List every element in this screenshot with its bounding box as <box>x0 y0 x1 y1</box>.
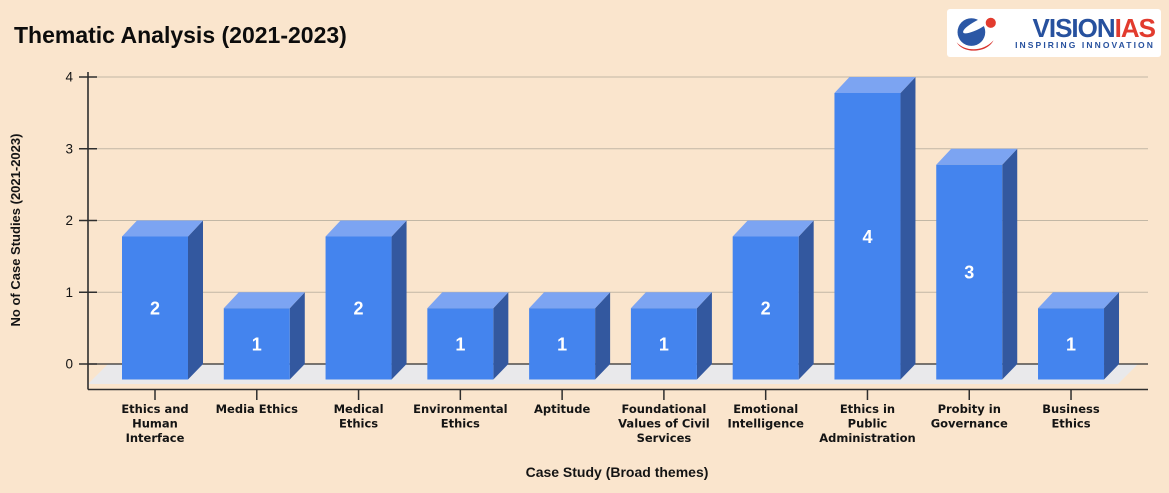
bar-value-label: 1 <box>1066 334 1076 354</box>
bar-value-label: 4 <box>862 227 872 247</box>
y-tick-label: 2 <box>65 213 73 228</box>
bar-group: 1 <box>630 292 712 380</box>
x-axis-title: Case Study (Broad themes) <box>526 464 709 480</box>
bar-side-face <box>188 220 203 380</box>
bar-front-face <box>529 308 596 380</box>
bar-top-face <box>223 292 305 309</box>
x-category-label: Ethics and Human Interface <box>121 402 188 445</box>
y-axis-title: No of Case Studies (2021-2023) <box>8 134 23 327</box>
bar-side-face <box>696 292 712 380</box>
y-tick-label: 4 <box>65 70 73 85</box>
bar-group: 2 <box>325 220 407 380</box>
bar-side-face <box>289 292 305 380</box>
bar-group: 1 <box>529 292 611 380</box>
bar-group: 4 <box>834 77 916 380</box>
bar-side-face <box>493 292 509 380</box>
x-category-label: Medical Ethics <box>334 402 384 431</box>
bar-front-face <box>122 236 188 380</box>
bar-front-face <box>223 308 290 380</box>
bar-top-face <box>122 220 203 237</box>
x-category-label: Ethics in Public Administration <box>819 402 916 445</box>
bar-side-face <box>1002 148 1018 380</box>
bar-front-face <box>1038 308 1105 380</box>
bar-side-face <box>798 220 814 380</box>
x-category-label: Foundational Values of Civil Services <box>618 402 709 445</box>
bar-front-face <box>936 164 1003 380</box>
y-tick-label: 1 <box>65 285 73 300</box>
logo-text-block: VISIONIAS INSPIRING INNOVATION <box>1000 12 1161 51</box>
bar-side-face <box>900 77 916 380</box>
x-category-label: Business Ethics <box>1042 402 1100 431</box>
bar-value-label: 2 <box>150 299 160 319</box>
bar-side-face <box>391 220 407 380</box>
chart-title: Thematic Analysis (2021-2023) <box>14 22 347 48</box>
bar-value-label: 2 <box>354 299 364 319</box>
bar-front-face <box>427 308 494 380</box>
bar-group: 2 <box>122 220 203 380</box>
bar-group: 1 <box>1038 292 1120 380</box>
bar-top-face <box>630 292 712 309</box>
bar-front-face <box>630 308 697 380</box>
x-category-label: Environmental Ethics <box>413 402 507 431</box>
bar-side-face <box>1104 292 1120 380</box>
logo-wordmark: VISIONIAS <box>1032 12 1156 43</box>
logo-brand-secondary: IAS <box>1114 12 1156 43</box>
x-category-label: Emotional Intelligence <box>727 402 804 431</box>
bar-value-label: 1 <box>659 334 669 354</box>
bar-value-label: 1 <box>252 334 262 354</box>
y-tick-label: 0 <box>65 357 73 372</box>
bar-front-face <box>834 93 901 380</box>
bar-value-label: 3 <box>964 263 974 283</box>
bar-group: 3 <box>936 148 1018 380</box>
visionias-logo: VISIONIAS INSPIRING INNOVATION <box>947 9 1161 57</box>
bar-top-face <box>1038 292 1120 309</box>
visionias-logo-icon <box>956 16 996 51</box>
x-category-label: Aptitude <box>534 402 590 416</box>
bar-front-face <box>732 236 799 380</box>
bar-group: 1 <box>427 292 509 380</box>
bar-top-face <box>732 220 814 237</box>
bar-side-face <box>595 292 611 380</box>
bar-top-face <box>325 220 407 237</box>
bar-value-label: 1 <box>455 334 465 354</box>
bar-value-label: 2 <box>761 299 771 319</box>
bar-front-face <box>325 236 392 380</box>
bar-value-label: 1 <box>557 334 567 354</box>
bar-top-face <box>427 292 509 309</box>
x-category-label: Media Ethics <box>216 402 298 416</box>
logo-brand-primary: VISION <box>1032 12 1116 43</box>
bar-group: 1 <box>223 292 305 380</box>
bar-top-face <box>529 292 611 309</box>
bar-top-face <box>834 77 916 93</box>
y-tick-label: 3 <box>65 141 73 156</box>
bar-group: 2 <box>732 220 814 380</box>
logo-tagline: INSPIRING INNOVATION <box>1015 39 1155 50</box>
x-category-label: Probity in Governance <box>931 402 1008 431</box>
bar-top-face <box>936 148 1018 165</box>
